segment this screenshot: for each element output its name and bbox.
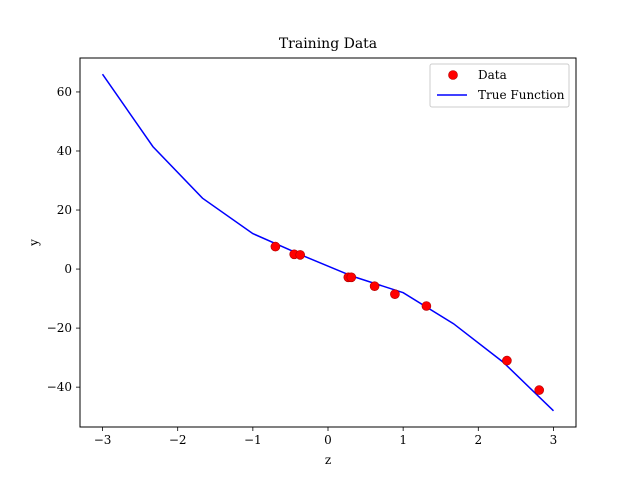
y-axis-label: y [27, 239, 41, 247]
legend: Data True Function [429, 63, 570, 108]
data-point [346, 272, 357, 283]
y-tick-label: 20 [57, 203, 72, 217]
x-tick-label: −3 [94, 433, 112, 447]
chart-title: Training Data [279, 36, 377, 52]
data-point [369, 281, 380, 292]
data-point [390, 289, 400, 300]
x-tick-label: −2 [169, 433, 187, 447]
y-tick-label: −20 [47, 321, 72, 335]
x-tick-label: 3 [550, 433, 558, 447]
data-point [270, 241, 281, 252]
axes-frame [79, 57, 577, 428]
y-tick-label: 40 [57, 144, 72, 158]
series-line-true-function [101, 73, 555, 412]
x-tick-label: −1 [244, 433, 262, 447]
data-point [534, 385, 545, 395]
data-point [295, 250, 306, 260]
data-point [421, 301, 432, 311]
x-axis-label: z [325, 453, 331, 467]
y-tick-label: 0 [64, 262, 72, 276]
legend-box [429, 63, 570, 108]
data-point [502, 355, 512, 366]
legend-marker-data [448, 70, 458, 80]
legend-label-true-function: True Function [478, 88, 565, 102]
x-tick-label: 1 [399, 433, 407, 447]
y-tick-label: 60 [57, 85, 72, 99]
y-tick-label: −40 [47, 380, 72, 394]
x-tick-label: 0 [324, 433, 332, 447]
x-tick-label: 2 [474, 433, 482, 447]
legend-label-data: Data [478, 68, 507, 82]
